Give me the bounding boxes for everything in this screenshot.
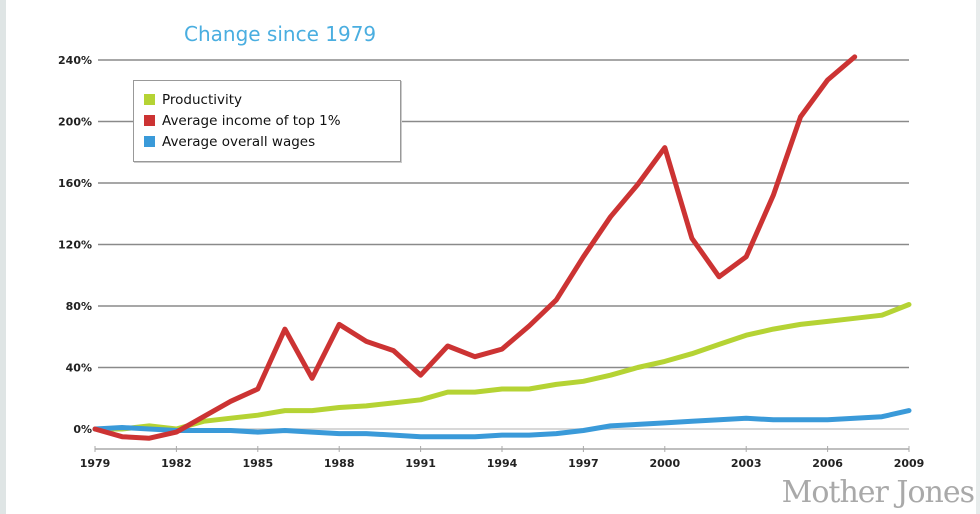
- legend-label: Productivity: [162, 91, 243, 108]
- x-tick-label: 1988: [324, 457, 355, 470]
- y-tick-label: 160%: [58, 177, 92, 190]
- x-tick-label: 2000: [649, 457, 680, 470]
- y-tick-label: 40%: [66, 362, 92, 375]
- x-tick-label: 1985: [242, 457, 273, 470]
- legend-item-top1: Average income of top 1%: [144, 110, 400, 131]
- series-line-average-income-of-top-1-: [92, 54, 858, 441]
- x-tick-label: 2009: [894, 457, 925, 470]
- x-tick-label: 1991: [405, 457, 436, 470]
- x-tick-label: 1997: [568, 457, 599, 470]
- left-border: [0, 0, 6, 514]
- y-tick-label: 240%: [58, 54, 92, 67]
- legend-swatch: [144, 136, 155, 147]
- legend-label: Average overall wages: [162, 133, 316, 150]
- x-tick-label: 1979: [80, 457, 111, 470]
- legend-swatch: [144, 94, 155, 105]
- legend: Productivity Average income of top 1% Av…: [133, 80, 401, 162]
- right-border: [976, 0, 980, 514]
- mother-jones-logo: Mother Jones: [781, 475, 975, 510]
- legend-item-productivity: Productivity: [144, 89, 400, 110]
- y-tick-label: 200%: [58, 116, 92, 129]
- series-line-average-overall-wages: [92, 408, 912, 440]
- y-tick-label: 80%: [66, 300, 92, 313]
- y-tick-label: 120%: [58, 239, 92, 252]
- y-tick-label: 0%: [73, 423, 92, 436]
- legend-item-wages: Average overall wages: [144, 131, 400, 152]
- legend-swatch: [144, 115, 155, 126]
- x-tick-label: 1994: [487, 457, 518, 470]
- series-line-productivity: [92, 302, 912, 432]
- legend-label: Average income of top 1%: [162, 112, 341, 129]
- x-tick-label: 2003: [731, 457, 762, 470]
- x-tick-label: 1982: [161, 457, 192, 470]
- chart-title: Change since 1979: [184, 22, 377, 46]
- x-tick-label: 2006: [812, 457, 843, 470]
